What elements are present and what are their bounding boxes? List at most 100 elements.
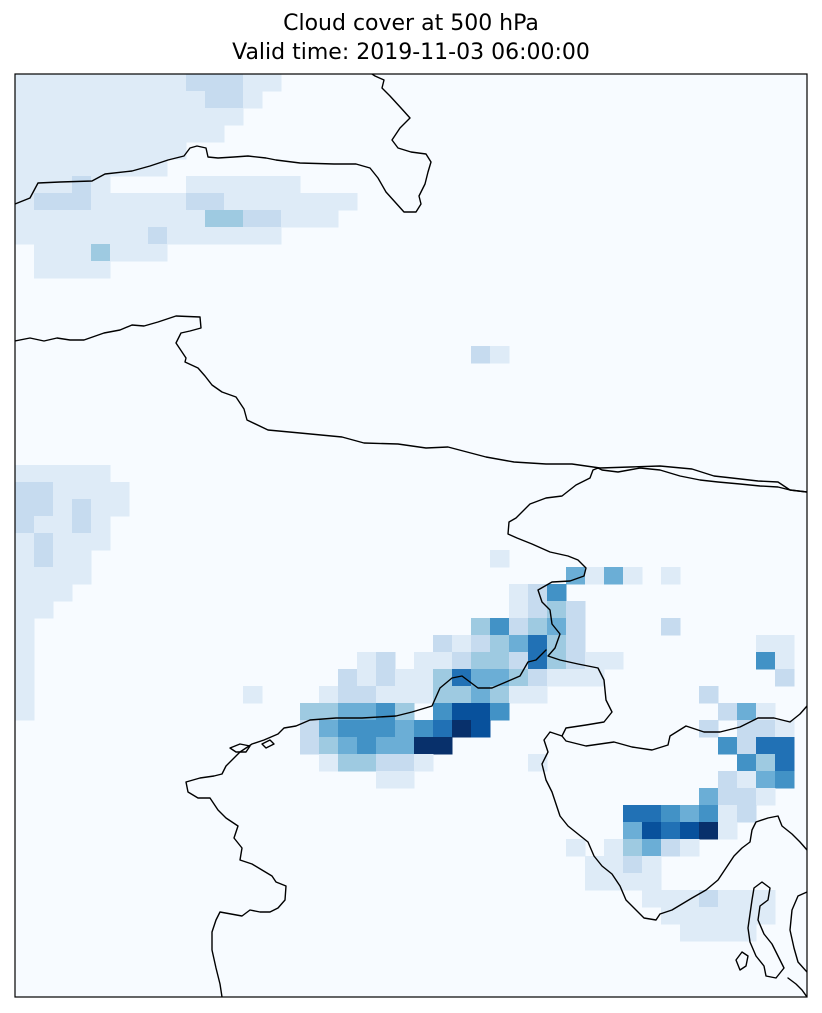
cloud-cell	[205, 176, 225, 194]
cloud-cell	[452, 686, 472, 704]
cloud-cell	[661, 890, 681, 908]
cloud-cell	[110, 227, 130, 245]
cloud-cell	[91, 244, 111, 262]
cloud-cell	[642, 822, 662, 840]
cloud-cell	[604, 567, 624, 585]
cloud-cell	[110, 244, 130, 262]
cloud-cell	[91, 465, 111, 483]
cloud-cell	[110, 142, 130, 160]
cloud-cell	[737, 703, 757, 721]
cloud-cell	[15, 227, 35, 245]
cloud-cell	[376, 669, 396, 687]
cloud-cell	[34, 584, 54, 602]
cloud-cell	[680, 839, 700, 857]
cloud-cell	[72, 193, 92, 211]
cloud-cell	[53, 159, 73, 177]
cloud-cell	[34, 108, 54, 126]
cloud-cell	[604, 652, 624, 670]
cloud-cell	[34, 244, 54, 262]
cloud-cell	[91, 499, 111, 517]
cloud-cell	[34, 499, 54, 517]
cloud-cell	[148, 74, 168, 92]
cloud-cell	[224, 108, 244, 126]
cloud-cell	[205, 91, 225, 109]
cloud-cell	[357, 737, 377, 755]
cloud-cell	[376, 686, 396, 704]
cloud-cell	[186, 74, 206, 92]
cloud-cell	[15, 533, 35, 551]
cloud-cell	[129, 159, 149, 177]
cloud-cell	[53, 108, 73, 126]
cloud-cell	[509, 601, 529, 619]
cloud-cell	[129, 142, 149, 160]
cloud-cell	[34, 567, 54, 585]
cloud-cell	[718, 737, 738, 755]
cloud-cell	[471, 652, 491, 670]
cloud-cell	[661, 839, 681, 857]
cloud-cell	[623, 567, 643, 585]
cloud-cell	[72, 176, 92, 194]
cloud-cell	[566, 669, 586, 687]
cloud-cell	[224, 74, 244, 92]
cloud-cell	[338, 754, 358, 772]
cloud-cell	[737, 771, 757, 789]
cloud-cell	[281, 210, 301, 228]
cloud-cell	[186, 91, 206, 109]
cloud-cell	[623, 839, 643, 857]
cloud-cell	[205, 125, 225, 143]
cloud-cell	[53, 244, 73, 262]
cloud-cell	[661, 618, 681, 636]
cloud-cell	[718, 788, 738, 806]
cloud-cell	[224, 227, 244, 245]
cloud-cell	[756, 890, 776, 908]
cloud-cell	[129, 108, 149, 126]
cloud-cell	[737, 924, 757, 942]
cloud-cell	[167, 193, 187, 211]
cloud-cell	[566, 601, 586, 619]
cloud-cell	[699, 805, 719, 823]
cloud-cell	[129, 193, 149, 211]
cloud-cell	[129, 244, 149, 262]
cloud-cell	[186, 193, 206, 211]
cloud-cell	[15, 176, 35, 194]
cloud-cell	[756, 771, 776, 789]
cloud-cell	[72, 482, 92, 500]
cloud-cell	[72, 227, 92, 245]
cloud-cell	[699, 686, 719, 704]
cloud-cell	[433, 686, 453, 704]
cloud-cell	[110, 499, 130, 517]
cloud-cell	[53, 142, 73, 160]
cloud-cell	[34, 210, 54, 228]
cloud-cell	[376, 652, 396, 670]
cloud-cell	[661, 567, 681, 585]
cloud-cell	[376, 737, 396, 755]
cloud-cell	[53, 465, 73, 483]
cloud-cell	[53, 516, 73, 534]
cloud-cell	[376, 703, 396, 721]
cloud-cell	[585, 652, 605, 670]
cloud-cell	[319, 703, 339, 721]
cloud-cell	[148, 227, 168, 245]
cloud-cell	[414, 652, 434, 670]
cloud-cell	[34, 465, 54, 483]
cloud-cell	[53, 210, 73, 228]
cloud-cell	[205, 193, 225, 211]
cloud-cell	[357, 703, 377, 721]
cloud-cell	[300, 737, 320, 755]
cloud-cell	[167, 108, 187, 126]
cloud-cell	[224, 176, 244, 194]
cloud-cell	[53, 74, 73, 92]
cloud-cell	[661, 907, 681, 925]
cloud-cell	[72, 210, 92, 228]
cloud-cell	[205, 227, 225, 245]
cloud-cell	[471, 635, 491, 653]
cloud-cell	[110, 108, 130, 126]
cloud-cell	[528, 754, 548, 772]
cloud-cell	[72, 567, 92, 585]
cloud-cell	[243, 91, 263, 109]
cloud-cell	[262, 193, 282, 211]
border-line-middle	[15, 315, 807, 493]
cloud-cell	[376, 754, 396, 772]
cloud-cell	[34, 261, 54, 279]
cloud-cell	[72, 516, 92, 534]
